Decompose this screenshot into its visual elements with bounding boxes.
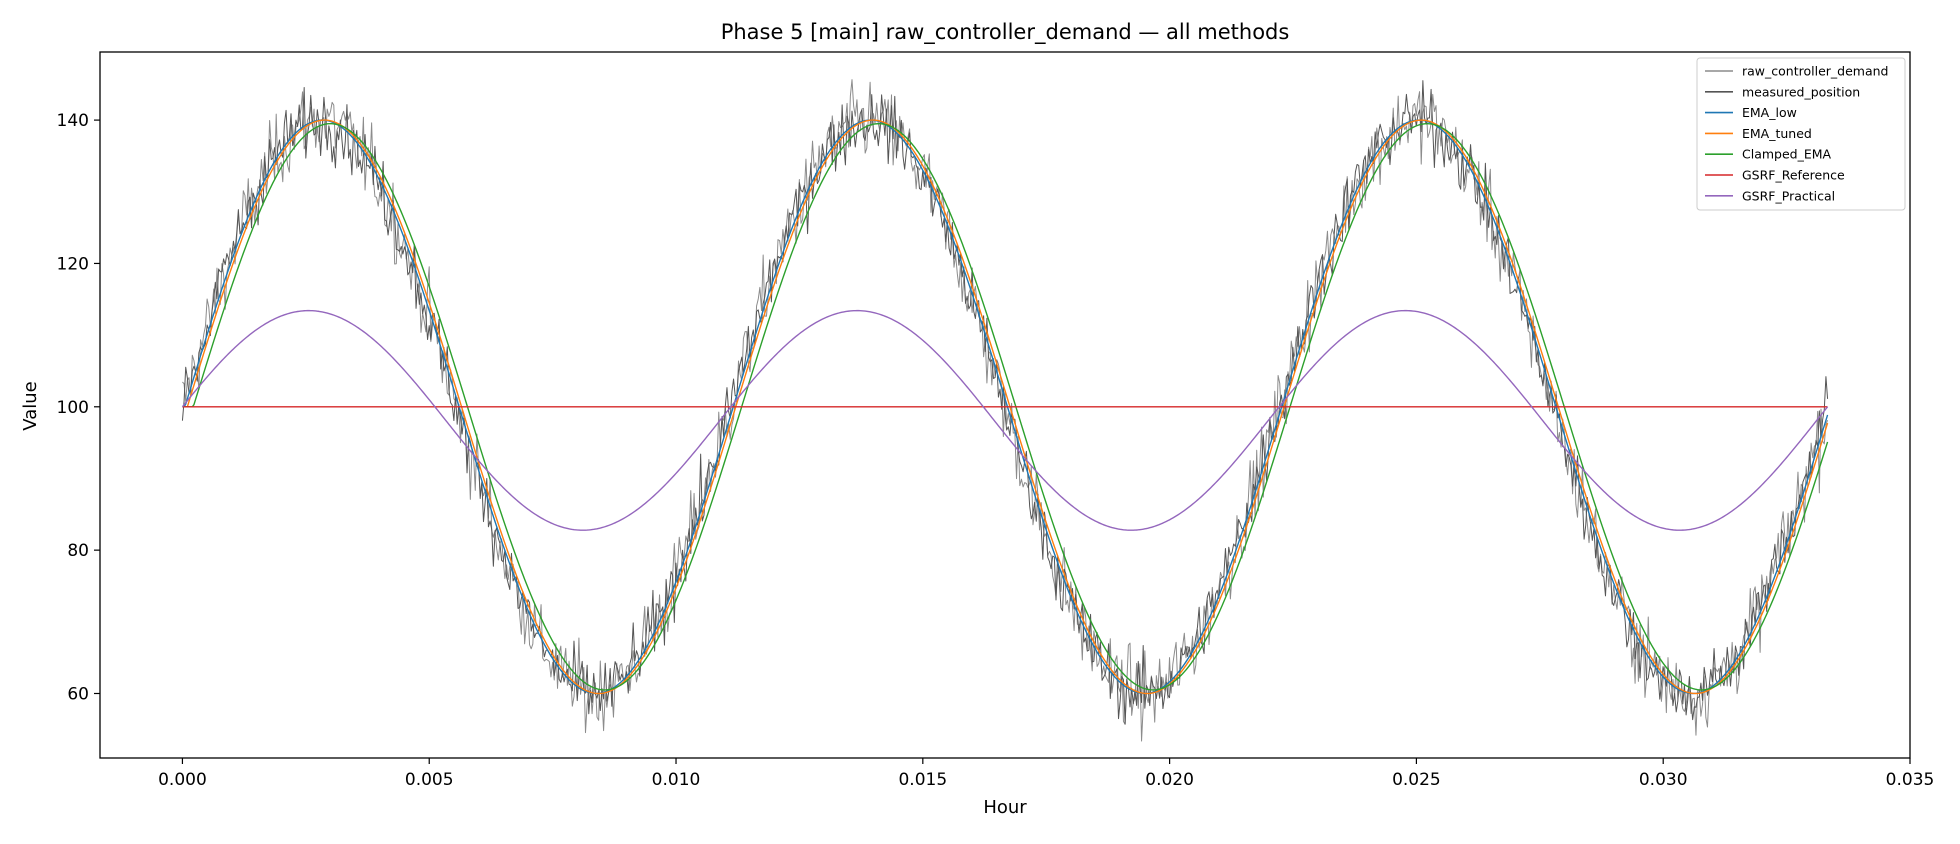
- legend-label-gsrf-reference: GSRF_Reference: [1742, 168, 1845, 183]
- legend-label-gsrf-practical: GSRF_Practical: [1742, 188, 1835, 203]
- y-axis: 60 80 100 120 140: [57, 111, 100, 704]
- legend-label-measured-position: measured_position: [1742, 84, 1860, 99]
- legend-label-ema-tuned: EMA_tuned: [1742, 126, 1812, 141]
- y-tick-label: 100: [57, 398, 89, 418]
- x-axis-label: Hour: [983, 797, 1027, 818]
- x-tick-label: 0.035: [1886, 770, 1935, 790]
- y-tick-label: 140: [57, 111, 89, 131]
- x-tick-label: 0.000: [158, 770, 207, 790]
- legend-label-ema-low: EMA_low: [1742, 105, 1797, 120]
- y-tick-label: 120: [57, 254, 89, 274]
- chart-title: Phase 5 [main] raw_controller_demand — a…: [721, 20, 1290, 45]
- x-tick-label: 0.020: [1145, 770, 1194, 790]
- plot-frame: [99, 51, 1911, 759]
- x-tick-label: 0.005: [405, 770, 454, 790]
- legend-box: [1696, 57, 1906, 211]
- series-line-gsrf-practical: [181, 309, 1829, 531]
- series-line-measured-position: [181, 80, 1829, 725]
- x-tick-label: 0.015: [898, 770, 947, 790]
- series-line-clamped-ema: [182, 122, 1829, 691]
- x-axis: 0.000 0.005 0.010 0.015 0.020 0.025 0.030 0.035: [158, 758, 1934, 790]
- series-line-ema-tuned: [182, 119, 1829, 695]
- x-tick-label: 0.030: [1639, 770, 1688, 790]
- y-tick-label: 60: [67, 684, 89, 704]
- plot-lines: [181, 79, 1829, 742]
- x-tick-label: 0.010: [652, 770, 701, 790]
- legend-label-raw-controller-demand: raw_controller_demand: [1742, 64, 1888, 79]
- x-tick-label: 0.025: [1392, 770, 1441, 790]
- y-axis-label: Value: [20, 381, 41, 430]
- series-line-ema-low: [182, 119, 1829, 695]
- y-tick-label: 80: [67, 541, 89, 561]
- chart-legend: raw_controller_demand measured_position EM…: [1696, 57, 1906, 211]
- legend-label-clamped-ema: Clamped_EMA: [1742, 147, 1832, 162]
